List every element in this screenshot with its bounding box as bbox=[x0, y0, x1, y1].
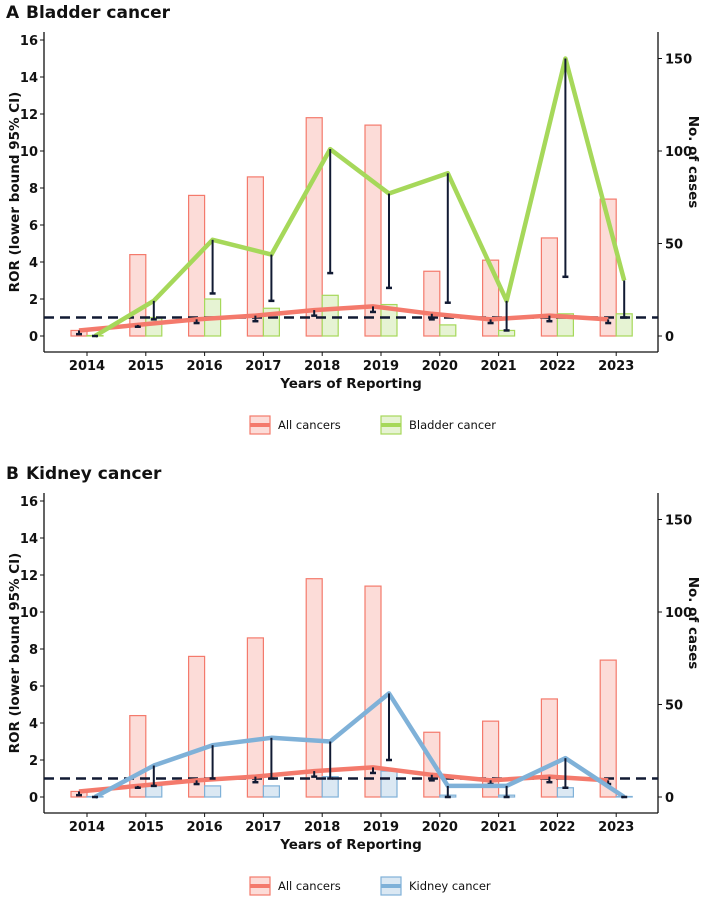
legend-item-all-cancers: All cancers bbox=[249, 876, 341, 896]
y-tick-label: 2 bbox=[29, 754, 38, 769]
legend-label: Kidney cancer bbox=[409, 879, 491, 893]
legend-item-kidney-cancer: Kidney cancer bbox=[380, 876, 491, 896]
line-kidney-cancer bbox=[93, 691, 626, 799]
bar-all-cancers bbox=[246, 176, 264, 337]
x-tick-label: 2021 bbox=[481, 820, 517, 835]
x-tick-label: 2019 bbox=[363, 359, 399, 374]
bar-all-cancers bbox=[305, 117, 323, 337]
y-tick-label: 16 bbox=[20, 495, 38, 510]
y2-tick-label: 100 bbox=[665, 606, 692, 621]
bar-bladder-cancer bbox=[439, 324, 457, 337]
line-all-cancers bbox=[78, 304, 609, 333]
bar-kidney-cancer bbox=[380, 770, 398, 798]
bar-kidney-cancer bbox=[145, 785, 163, 798]
x-tick-label: 2014 bbox=[69, 359, 105, 374]
y2-tick-label: 0 bbox=[665, 791, 674, 806]
y2-tick-label: 100 bbox=[665, 145, 692, 160]
y-tick-label: 6 bbox=[29, 219, 38, 234]
y-tick-label: 12 bbox=[20, 108, 38, 123]
y2-axis-title: No. of cases bbox=[685, 577, 701, 670]
y-axis-title: ROR (lower bound 95% CI) bbox=[7, 92, 23, 293]
x-tick-label: 2018 bbox=[304, 359, 340, 374]
bar-bladder-cancer bbox=[556, 313, 575, 337]
y2-tick-label: 150 bbox=[665, 53, 692, 68]
y-tick-label: 12 bbox=[20, 569, 38, 584]
bar-all-cancers bbox=[129, 254, 147, 337]
bar-kidney-cancer bbox=[204, 785, 222, 798]
x-tick-label: 2018 bbox=[304, 820, 340, 835]
y-tick-label: 4 bbox=[29, 256, 38, 271]
y-tick-label: 10 bbox=[20, 145, 38, 160]
panel-label: A bbox=[6, 3, 20, 23]
legend-item-all-cancers: All cancers bbox=[249, 415, 341, 435]
bar-all-cancers bbox=[540, 237, 559, 337]
bar-all-cancers bbox=[540, 698, 559, 798]
x-tick-label: 2023 bbox=[598, 820, 634, 835]
bar-kidney-cancer bbox=[556, 787, 575, 798]
y-tick-label: 0 bbox=[29, 791, 38, 806]
x-tick-label: 2020 bbox=[422, 820, 458, 835]
y-tick-label: 4 bbox=[29, 717, 38, 732]
x-tick-label: 2014 bbox=[69, 820, 105, 835]
y-tick-label: 14 bbox=[20, 532, 38, 547]
y-tick-label: 10 bbox=[20, 606, 38, 621]
y-tick-label: 8 bbox=[29, 182, 38, 197]
bar-all-cancers bbox=[482, 259, 500, 337]
y2-tick-label: 50 bbox=[665, 238, 683, 253]
y2-axis-title: No. of cases bbox=[685, 116, 701, 209]
x-tick-label: 2016 bbox=[187, 359, 223, 374]
bar-bladder-cancer bbox=[321, 294, 339, 337]
x-tick-label: 2020 bbox=[422, 359, 458, 374]
x-tick-label: 2019 bbox=[363, 820, 399, 835]
legend-label: All cancers bbox=[278, 879, 341, 893]
x-tick-label: 2017 bbox=[245, 820, 281, 835]
chart-title: Kidney cancer bbox=[26, 464, 162, 484]
y-tick-label: 14 bbox=[20, 71, 38, 86]
x-tick-label: 2015 bbox=[128, 359, 164, 374]
y-tick-label: 0 bbox=[29, 330, 38, 345]
y2-tick-label: 50 bbox=[665, 699, 683, 714]
x-axis-title: Years of Reporting bbox=[279, 376, 422, 392]
bar-all-cancers bbox=[188, 655, 206, 798]
y-tick-label: 8 bbox=[29, 643, 38, 658]
bar-bladder-cancer bbox=[380, 303, 398, 337]
x-tick-label: 2022 bbox=[539, 820, 575, 835]
y-tick-label: 6 bbox=[29, 680, 38, 695]
line-bladder-cancer bbox=[93, 56, 627, 338]
bar-all-cancers bbox=[305, 578, 323, 798]
panel-a: A Bladder cancer 0 2 4 6 8 10 12 14 16 0 50 100 150 201… bbox=[6, 3, 701, 435]
y-tick-label: 2 bbox=[29, 293, 38, 308]
y-axis-title: ROR (lower bound 95% CI) bbox=[7, 553, 23, 754]
y2-tick-label: 150 bbox=[665, 514, 692, 529]
y2-tick-label: 0 bbox=[665, 330, 674, 345]
bar-all-cancers bbox=[423, 270, 441, 337]
x-tick-label: 2022 bbox=[539, 359, 575, 374]
bar-kidney-cancer bbox=[262, 785, 280, 798]
bar-all-cancers bbox=[364, 585, 382, 798]
legend-label: All cancers bbox=[278, 418, 341, 432]
chart-title: Bladder cancer bbox=[26, 3, 171, 23]
x-axis-title: Years of Reporting bbox=[279, 837, 422, 853]
x-tick-label: 2021 bbox=[481, 359, 517, 374]
y-tick-label: 16 bbox=[20, 34, 38, 49]
bar-all-cancers bbox=[599, 659, 617, 798]
bar-all-cancers bbox=[246, 637, 264, 798]
panel-b: B Kidney cancer 0 2 4 6 8 10 12 14 16 0 50 100 150 2014… bbox=[6, 464, 701, 896]
legend-label: Bladder cancer bbox=[409, 418, 496, 432]
x-tick-label: 2023 bbox=[598, 359, 634, 374]
x-tick-label: 2016 bbox=[187, 820, 223, 835]
x-tick-label: 2017 bbox=[245, 359, 281, 374]
legend-item-bladder-cancer: Bladder cancer bbox=[380, 415, 496, 435]
x-tick-label: 2015 bbox=[128, 820, 164, 835]
bar-all-cancers bbox=[188, 194, 206, 337]
panel-label: B bbox=[6, 464, 19, 484]
